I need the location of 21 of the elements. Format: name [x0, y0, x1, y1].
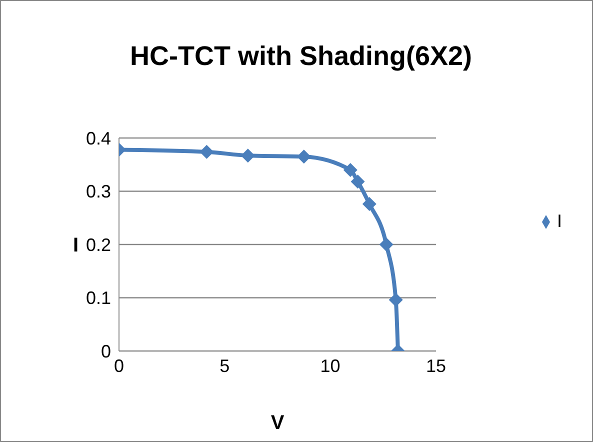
point	[362, 197, 376, 212]
y-tick-label: 0	[100, 341, 111, 362]
x-tick-label: 15	[426, 356, 446, 376]
point	[240, 148, 255, 163]
x-tick-label: 5	[220, 356, 230, 376]
y-tick-label: 0.3	[86, 182, 111, 202]
y-tick-label: 0.1	[86, 288, 111, 308]
x-tick-label: 10	[320, 356, 340, 376]
point	[296, 150, 311, 164]
point	[200, 144, 214, 159]
point	[388, 292, 403, 307]
legend-label: I	[556, 210, 562, 230]
y-tick-label: 0.2	[86, 234, 111, 255]
y-tick-label: 0.4	[86, 128, 111, 148]
y-axis-title: I	[73, 234, 79, 257]
x-axis-title: V	[270, 412, 285, 434]
chart-title: HC-TCT with Shading(6X2)	[129, 41, 473, 72]
x-tick-label: 0	[114, 356, 124, 376]
point	[343, 162, 358, 177]
point	[350, 174, 365, 189]
point	[379, 238, 394, 252]
